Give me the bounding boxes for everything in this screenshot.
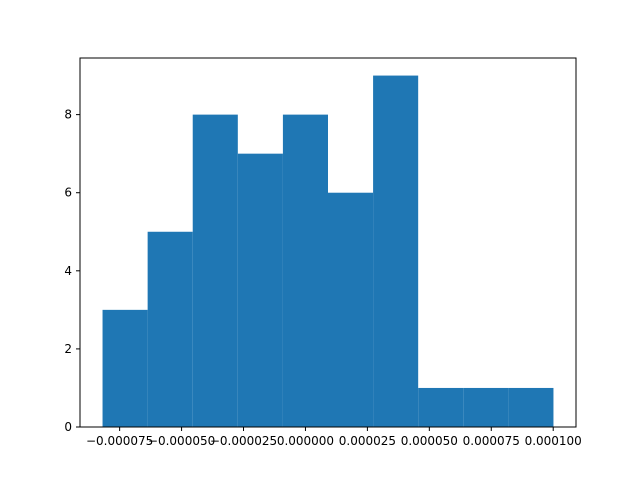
x-tick-label: 0.000000 <box>277 434 334 448</box>
histogram-bar-3 <box>237 153 283 427</box>
plot-frame <box>79 57 577 428</box>
y-tick-label: 0 <box>64 420 72 434</box>
x-tick-label: 0.000100 <box>525 434 582 448</box>
y-tick-label: 6 <box>64 186 72 200</box>
x-axis: −0.000075−0.000050−0.000025 0.000000 0.000… <box>86 427 582 448</box>
y-axis: 0 2 4 6 8 <box>64 108 80 434</box>
x-tick-label: 0.000075 <box>463 434 520 448</box>
histogram-bar-1 <box>147 231 193 427</box>
y-tick-label: 4 <box>64 264 72 278</box>
histogram-bar-6 <box>373 75 419 428</box>
histogram-bars <box>102 75 554 428</box>
x-tick-label: 0.000050 <box>401 434 458 448</box>
y-tick-label: 8 <box>64 108 72 122</box>
y-tick-label: 2 <box>64 342 72 356</box>
histogram-bar-4 <box>282 114 328 427</box>
histogram-bar-5 <box>328 192 374 427</box>
x-tick-label: −0.000050 <box>148 434 215 448</box>
x-tick-label: −0.000025 <box>210 434 277 448</box>
x-tick-label: −0.000075 <box>86 434 153 448</box>
histogram-bar-0 <box>102 309 148 427</box>
x-tick-label: 0.000025 <box>339 434 396 448</box>
histogram-bar-7 <box>418 387 464 427</box>
histogram-bar-8 <box>463 387 509 427</box>
histogram-bar-9 <box>508 387 554 427</box>
histogram-bar-2 <box>192 114 238 427</box>
